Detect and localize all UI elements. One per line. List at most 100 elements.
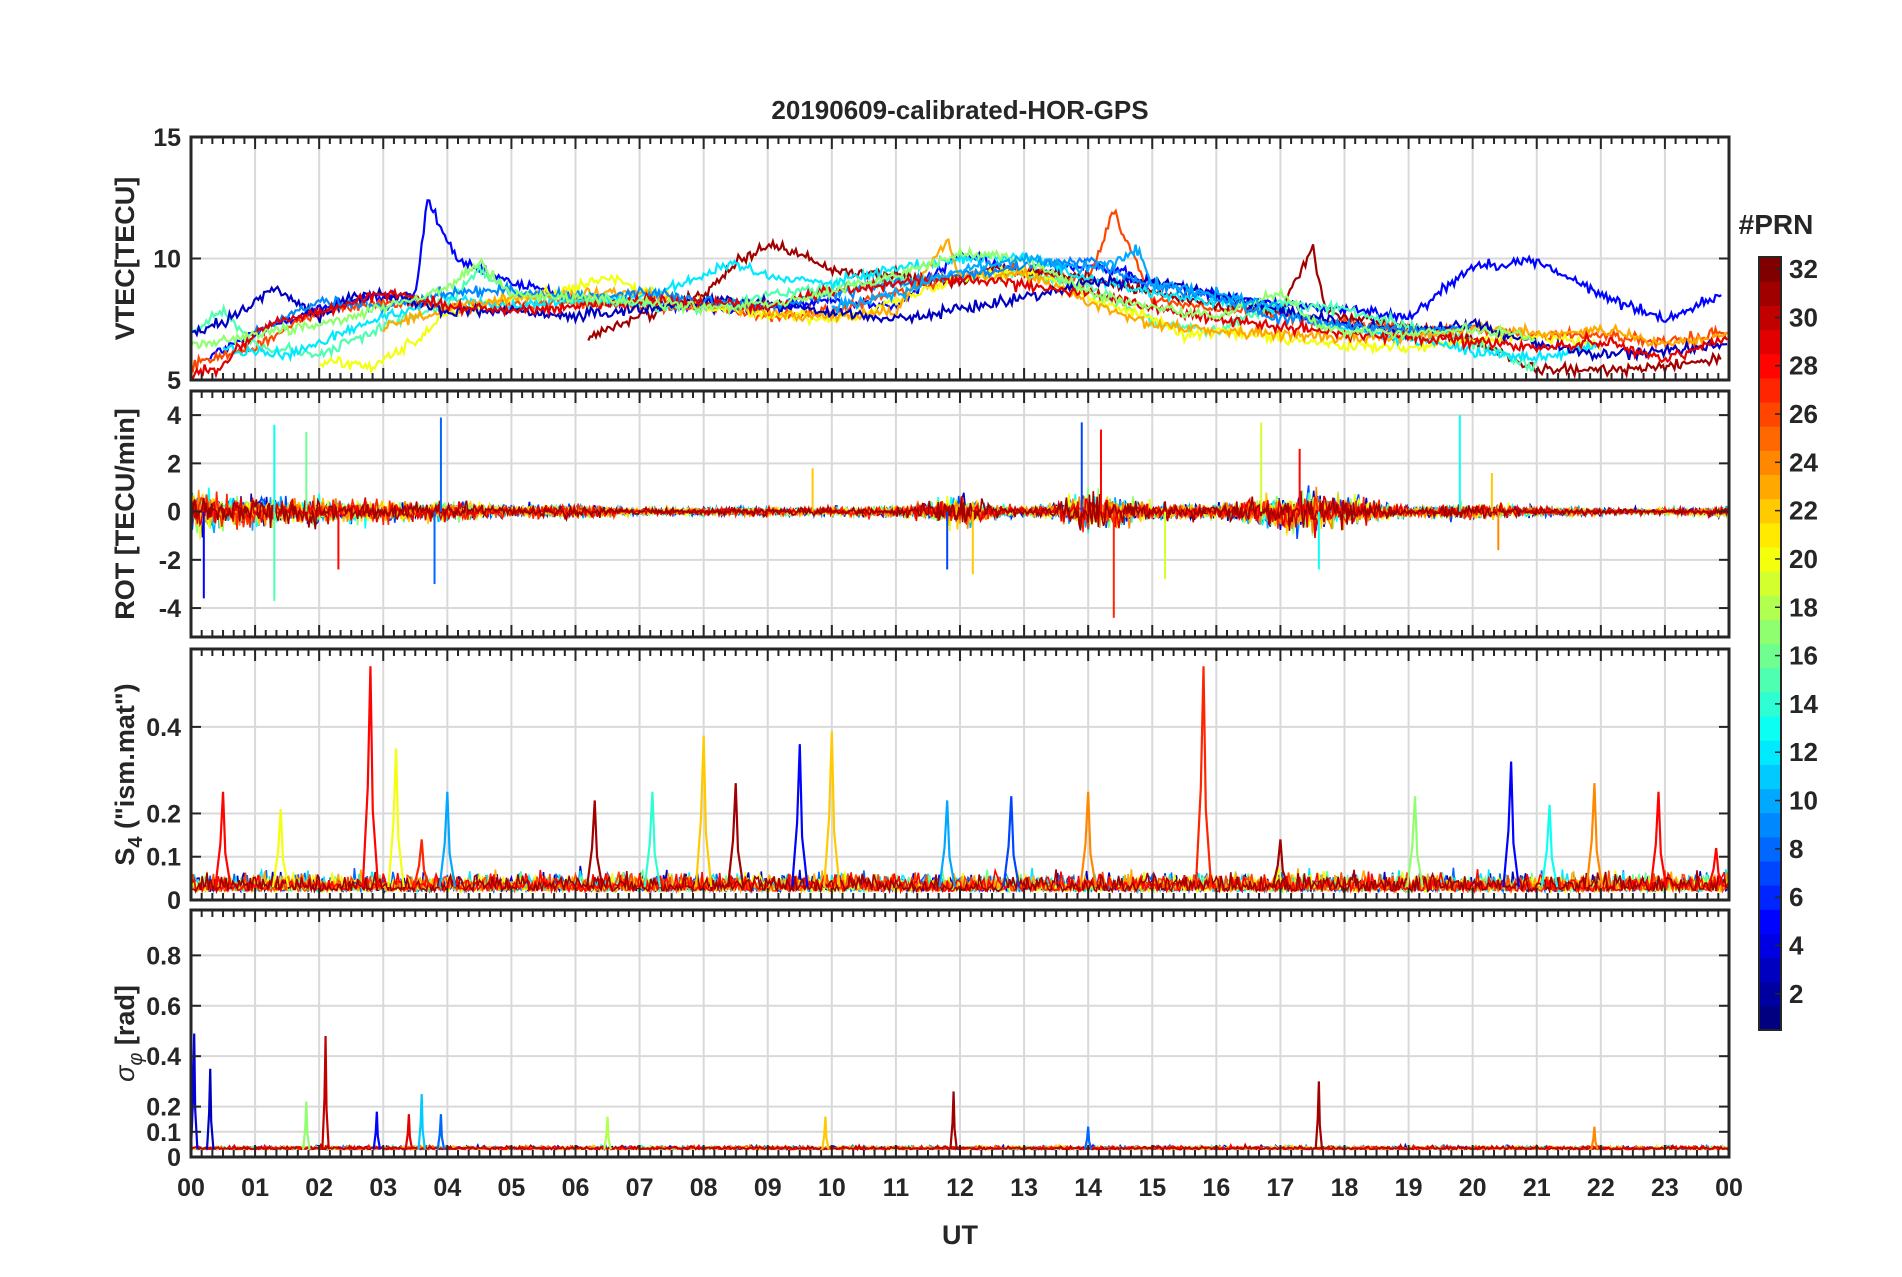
x-tick-label: 15 bbox=[1138, 1174, 1166, 1202]
x-tick-label: 06 bbox=[562, 1174, 590, 1202]
sigma_phi-y-tick-label: 0 bbox=[167, 1144, 181, 1172]
s4-peak-15 bbox=[1194, 666, 1213, 888]
rot-y-tick-label: -4 bbox=[159, 595, 181, 623]
sigma_phi-peak-6 bbox=[417, 1093, 426, 1150]
s4-peak-0 bbox=[214, 791, 232, 888]
colorbar-segment-19 bbox=[1759, 571, 1781, 596]
panel-s4: 0 0.1 0.2 0.4S4 ("ism.mat") bbox=[110, 647, 1731, 915]
colorbar-segment-9 bbox=[1759, 812, 1781, 838]
x-tick-label: 13 bbox=[1010, 1174, 1038, 1202]
sigma_phi-y-tick-label: 0.2 bbox=[146, 1094, 181, 1122]
vtec-series-prn-9 bbox=[254, 255, 1473, 339]
vtec-series-prn-17 bbox=[191, 245, 1536, 350]
s4-peak-13 bbox=[1002, 796, 1021, 888]
sigma_phi-peak-4 bbox=[372, 1111, 382, 1150]
s4-peak-21 bbox=[1649, 791, 1668, 888]
x-tick-label: 19 bbox=[1395, 1174, 1423, 1202]
s4-peak-10 bbox=[791, 744, 809, 888]
rot-y-tick-label: 0 bbox=[167, 499, 181, 527]
colorbar-segment-22 bbox=[1759, 498, 1781, 524]
s4-peak-19 bbox=[1540, 804, 1559, 888]
colorbar-segment-11 bbox=[1759, 764, 1781, 790]
s4-peak-3 bbox=[387, 748, 405, 888]
colorbar-title: #PRN bbox=[1739, 209, 1814, 240]
s4-peak-8 bbox=[694, 735, 713, 888]
sigma_phi-peak-9 bbox=[821, 1116, 830, 1150]
colorbar-segment-26 bbox=[1759, 401, 1781, 427]
s4-peak-14 bbox=[1079, 791, 1097, 888]
colorbar-segment-18 bbox=[1759, 595, 1781, 620]
s4-peak-17 bbox=[1406, 796, 1424, 888]
s4-peak-18 bbox=[1502, 761, 1520, 888]
rot-y-tick-label: 2 bbox=[167, 450, 181, 478]
s4-y-axis-label: S4 ("ism.mat") bbox=[110, 683, 147, 865]
colorbar-tick-label: 10 bbox=[1789, 786, 1818, 816]
rot-y-tick-label: -2 bbox=[159, 547, 181, 575]
colorbar-segment-32 bbox=[1759, 257, 1781, 282]
sigma_phi-peak-12 bbox=[1314, 1081, 1324, 1150]
sigma_phi-peak-8 bbox=[603, 1116, 612, 1150]
colorbar-segment-17 bbox=[1759, 619, 1781, 645]
x-tick-label: 08 bbox=[690, 1174, 718, 1202]
colorbar-tick-label: 30 bbox=[1789, 302, 1818, 332]
colorbar-tick-label: 18 bbox=[1789, 592, 1818, 622]
vtec-y-axis-label: VTEC[TECU] bbox=[110, 177, 140, 341]
x-tick-label: 16 bbox=[1202, 1174, 1230, 1202]
vtec-data bbox=[191, 199, 1729, 380]
colorbar-segment-14 bbox=[1759, 691, 1781, 717]
x-tick-label: 12 bbox=[946, 1174, 974, 1202]
s4-peak-22 bbox=[1707, 847, 1725, 888]
x-tick-label: 00 bbox=[1715, 1174, 1743, 1202]
colorbar-segment-7 bbox=[1759, 860, 1781, 886]
x-tick-label: 21 bbox=[1523, 1174, 1551, 1202]
sigma_phi-y-tick-label: 0.6 bbox=[146, 993, 181, 1021]
s4-y-tick-label: 0.4 bbox=[146, 714, 181, 742]
s4-peak-12 bbox=[938, 800, 956, 888]
s4-peak-9 bbox=[726, 783, 745, 888]
sigma_phi-y-tick-label: 0.4 bbox=[146, 1043, 181, 1071]
sigma_phi-peak-1 bbox=[205, 1068, 215, 1150]
colorbar-segment-2 bbox=[1759, 981, 1781, 1007]
x-tick-label: 14 bbox=[1074, 1174, 1102, 1202]
sigma_phi-peak-3 bbox=[321, 1036, 330, 1150]
colorbar-tick-label: 28 bbox=[1789, 351, 1818, 381]
sigma_phi-y-tick-label: 0.1 bbox=[146, 1119, 181, 1147]
rot-series-prn-31 bbox=[191, 490, 1729, 531]
colorbar-tick-label: 16 bbox=[1789, 641, 1818, 671]
s4-peak-6 bbox=[585, 800, 604, 888]
s4-peak-20 bbox=[1585, 783, 1604, 888]
sigma_phi-peak-10 bbox=[949, 1091, 958, 1150]
s4-peak-1 bbox=[271, 809, 290, 888]
s4-peak-4 bbox=[412, 839, 431, 888]
colorbar-segment-16 bbox=[1759, 643, 1781, 669]
x-tick-label: 10 bbox=[818, 1174, 846, 1202]
sigma_phi-peak-7 bbox=[436, 1114, 446, 1150]
colorbar-tick-label: 12 bbox=[1789, 737, 1818, 767]
colorbar-tick-label: 6 bbox=[1789, 882, 1803, 912]
x-tick-label: 00 bbox=[177, 1174, 205, 1202]
x-tick-label: 04 bbox=[433, 1174, 461, 1202]
x-tick-label: 05 bbox=[498, 1174, 526, 1202]
colorbar-segment-29 bbox=[1759, 329, 1781, 355]
colorbar-segment-5 bbox=[1759, 909, 1781, 934]
colorbar-tick-label: 26 bbox=[1789, 399, 1818, 429]
sigma_phi-peak-13 bbox=[1590, 1126, 1599, 1150]
colorbar-tick-label: 4 bbox=[1789, 930, 1804, 960]
s4-y-tick-label: 0.1 bbox=[146, 844, 181, 872]
x-tick-label: 07 bbox=[626, 1174, 654, 1202]
colorbar-segment-8 bbox=[1759, 836, 1781, 862]
colorbar-segment-23 bbox=[1759, 474, 1781, 500]
vtec-y-tick-label: 10 bbox=[153, 246, 181, 274]
sigma_phi-peak-5 bbox=[404, 1114, 414, 1150]
panel-sigma_phi: 00.10.2 0.4 0.6 0.8 σφ [rad] bbox=[110, 908, 1731, 1172]
colorbar-tick-label: 22 bbox=[1789, 496, 1818, 526]
colorbar-tick-label: 14 bbox=[1789, 689, 1818, 719]
x-tick-label: 23 bbox=[1651, 1174, 1679, 1202]
s4-peak-16 bbox=[1271, 839, 1290, 888]
colorbar-segment-21 bbox=[1759, 522, 1781, 548]
x-axis-label: UT bbox=[942, 1220, 978, 1250]
colorbar-segment-25 bbox=[1759, 426, 1781, 451]
rot-y-tick-label: 4 bbox=[167, 402, 181, 430]
